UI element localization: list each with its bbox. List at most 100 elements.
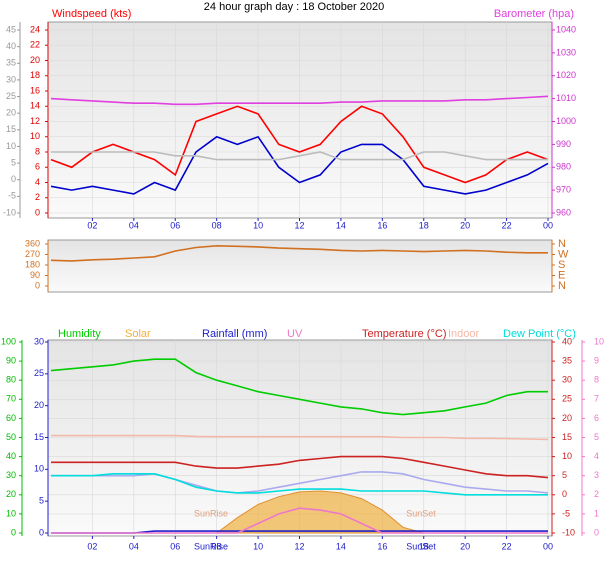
panel-direction: [47, 239, 553, 293]
y-tick-label: 40: [6, 451, 16, 461]
y-tick-label: 6: [35, 162, 40, 172]
y-tick-label: 90: [30, 270, 40, 280]
legend-label: Solar: [125, 328, 151, 340]
y-tick-label: 8: [35, 146, 40, 156]
y4-tick-label: 1: [594, 508, 599, 518]
series-line: [51, 455, 549, 479]
annotation: SunRise: [194, 508, 228, 518]
y-tick-label: 22: [30, 40, 40, 50]
x-tick-label: 02: [87, 220, 97, 230]
y2-tick-label: W: [558, 248, 569, 260]
legend-label: Indoor: [448, 328, 480, 340]
x-tick-label: 06: [170, 541, 180, 551]
y3-tick-label: 10: [6, 141, 16, 151]
y-tick-label: 270: [25, 249, 40, 259]
y3-tick-label: -5: [8, 191, 16, 201]
series-line: [51, 471, 549, 494]
y2-tick-label: 5: [562, 470, 567, 480]
y-tick-label: 2: [35, 192, 40, 202]
y2-tick-label: 30: [562, 375, 572, 385]
y3-tick-label: 0: [11, 174, 16, 184]
legend-label: Temperature (°C): [362, 328, 446, 340]
y4-tick-label: 7: [594, 394, 599, 404]
x-tick-label: 10: [253, 220, 263, 230]
x-tick-label: 12: [294, 541, 304, 551]
legend-label: Humidity: [58, 328, 101, 340]
legend-label: UV: [287, 328, 303, 340]
y3-tick-label: 15: [34, 432, 44, 442]
y2-tick-label: 25: [562, 394, 572, 404]
y2-tick-label: 1000: [556, 116, 576, 126]
x-tick-label: 08: [212, 220, 222, 230]
y-tick-label: 100: [1, 336, 16, 346]
y-tick-label: 80: [6, 375, 16, 385]
x-tick-label: 04: [129, 220, 139, 230]
y2-tick-label: 35: [562, 355, 572, 365]
x-tick-label: 22: [502, 220, 512, 230]
y2-tick-label: 1010: [556, 93, 576, 103]
annotation-axis: SunSet: [406, 541, 436, 551]
y-tick-label: 10: [30, 131, 40, 141]
y3-tick-label: 0: [39, 527, 44, 537]
y3-tick-label: 40: [6, 41, 16, 51]
x-tick-label: 00: [543, 541, 553, 551]
y2-tick-label: -10: [562, 527, 575, 537]
y3-tick-label: 10: [34, 464, 44, 474]
y3-tick-label: 35: [6, 58, 16, 68]
x-tick-label: 20: [460, 220, 470, 230]
y2-tick-label: N: [558, 238, 566, 250]
y-tick-label: 12: [30, 116, 40, 126]
y-tick-label: 70: [6, 394, 16, 404]
x-tick-label: 16: [377, 220, 387, 230]
legend-label: Barometer (hpa): [494, 8, 574, 20]
chart-title: 24 hour graph day : 18 October 2020: [204, 1, 384, 13]
annotation: SunSet: [406, 508, 436, 518]
series-line: [50, 135, 549, 195]
x-tick-label: 14: [336, 541, 346, 551]
y3-tick-label: 20: [6, 108, 16, 118]
series-line: [50, 95, 549, 106]
y2-tick-label: 40: [562, 336, 572, 346]
y2-tick-label: 960: [556, 207, 571, 217]
x-tick-label: 10: [253, 541, 263, 551]
y2-tick-label: 1030: [556, 47, 576, 57]
y4-tick-label: 4: [594, 451, 599, 461]
y2-tick-label: 1020: [556, 70, 576, 80]
y3-tick-label: 25: [6, 91, 16, 101]
y-tick-label: 4: [35, 177, 40, 187]
y2-tick-label: E: [558, 269, 565, 281]
y4-tick-label: 3: [594, 470, 599, 480]
x-tick-label: 12: [294, 220, 304, 230]
y3-tick-label: 30: [6, 74, 16, 84]
y4-tick-label: 8: [594, 375, 599, 385]
x-tick-label: 18: [419, 220, 429, 230]
y3-tick-label: 20: [34, 400, 44, 410]
y2-tick-label: 10: [562, 451, 572, 461]
x-tick-label: 02: [87, 541, 97, 551]
legend-label: Rainfall (mm): [202, 328, 267, 340]
y4-tick-label: 10: [594, 336, 604, 346]
y3-tick-label: -10: [3, 207, 16, 217]
y2-tick-label: 20: [562, 413, 572, 423]
y-tick-label: 20: [6, 489, 16, 499]
series-line: [51, 434, 549, 441]
legend-label: Dew Point (°C): [503, 328, 576, 340]
x-tick-label: 20: [460, 541, 470, 551]
x-tick-label: 08: [212, 541, 222, 551]
series-line: [50, 358, 548, 416]
y3-tick-label: 25: [34, 368, 44, 378]
y-tick-label: 10: [6, 508, 16, 518]
y3-tick-label: 5: [39, 496, 44, 506]
x-tick-label: 00: [543, 220, 553, 230]
y2-tick-label: 980: [556, 162, 571, 172]
y4-tick-label: 2: [594, 489, 599, 499]
y2-tick-label: 0: [562, 489, 567, 499]
y2-tick-label: 970: [556, 185, 571, 195]
y3-tick-label: 45: [6, 24, 16, 34]
y-tick-label: 0: [11, 527, 16, 537]
y-tick-label: 50: [6, 432, 16, 442]
x-tick-label: 16: [377, 541, 387, 551]
x-tick-label: 04: [129, 541, 139, 551]
y4-tick-label: 0: [594, 527, 599, 537]
